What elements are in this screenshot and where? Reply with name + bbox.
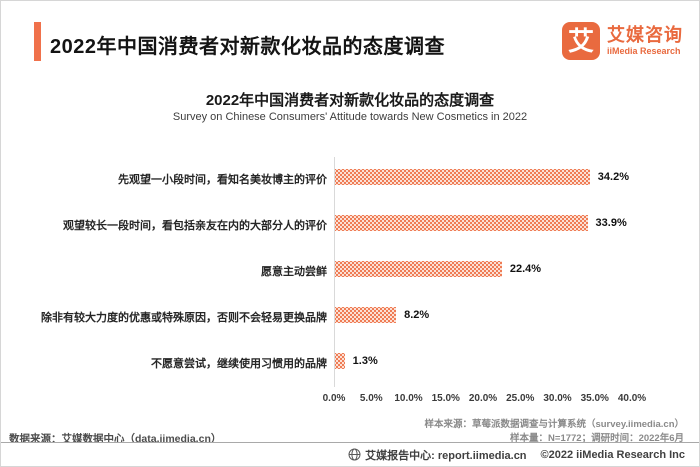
x-tick-label: 40.0% [617, 393, 647, 404]
title-accent-bar [34, 22, 41, 61]
chart-subtitle: Survey on Chinese Consumers' Attitude to… [172, 111, 528, 123]
value-label: 8.2% [404, 309, 430, 321]
iimedia-logo: 艾 艾媒咨询 iiMedia Research [562, 22, 683, 60]
bar [335, 307, 397, 323]
y-axis-line [334, 157, 335, 387]
bar [335, 261, 502, 277]
page-title: 2022年中国消费者对新款化妆品的态度调查 [50, 36, 445, 58]
x-tick-label: 0.0% [322, 393, 346, 404]
category-label: 愿意主动尝鲜 [261, 266, 327, 278]
globe-icon [348, 448, 361, 461]
category-label: 观望较长一段时间，看包括亲友在内的大部分人的评价 [63, 220, 327, 232]
x-tick-label: 15.0% [431, 393, 460, 404]
category-label: 先观望一小段时间，看知名美妆博主的评价 [118, 174, 327, 186]
value-label: 1.3% [352, 355, 378, 367]
value-label: 34.2% [597, 171, 629, 183]
x-tick-label: 10.0% [394, 393, 423, 404]
x-tick-label: 35.0% [580, 393, 609, 404]
logo-name-cn: 艾媒咨询 [607, 24, 683, 45]
sample-size-note: 样本量：N=1772；调研时间：2022年6月 [510, 433, 684, 444]
logo-name-en: iiMedia Research [607, 45, 681, 56]
x-tick-label: 25.0% [506, 393, 535, 404]
bar [335, 215, 588, 231]
footer-report-center: 艾媒报告中心: report.iimedia.cn [365, 449, 527, 462]
category-label: 除非有较大力度的优惠或特殊原因，否则不会轻易更换品牌 [41, 312, 327, 324]
iimedia-logo-icon: 艾 [562, 22, 600, 60]
sample-source-note: 样本来源：草莓派数据调查与计算系统（survey.iimedia.cn） [424, 419, 684, 430]
logo-text: 艾媒咨询 iiMedia Research [607, 24, 683, 57]
footer-bar: 艾媒报告中心: report.iimedia.cn ©2022 iiMedia … [1, 442, 699, 466]
x-tick-label: 30.0% [543, 393, 572, 404]
x-tick-label: 5.0% [359, 393, 383, 404]
bar [335, 169, 590, 185]
logo-glyph: 艾 [567, 26, 594, 56]
chart-title: 2022年中国消费者对新款化妆品的态度调查 [205, 92, 495, 109]
x-tick-label: 20.0% [468, 393, 498, 404]
footer-copyright: ©2022 iiMedia Research Inc [540, 448, 685, 461]
value-label: 33.9% [595, 217, 627, 229]
value-label: 22.4% [509, 263, 542, 275]
bar [335, 353, 345, 369]
category-label: 不愿意尝试，继续使用习惯用的品牌 [151, 358, 327, 370]
